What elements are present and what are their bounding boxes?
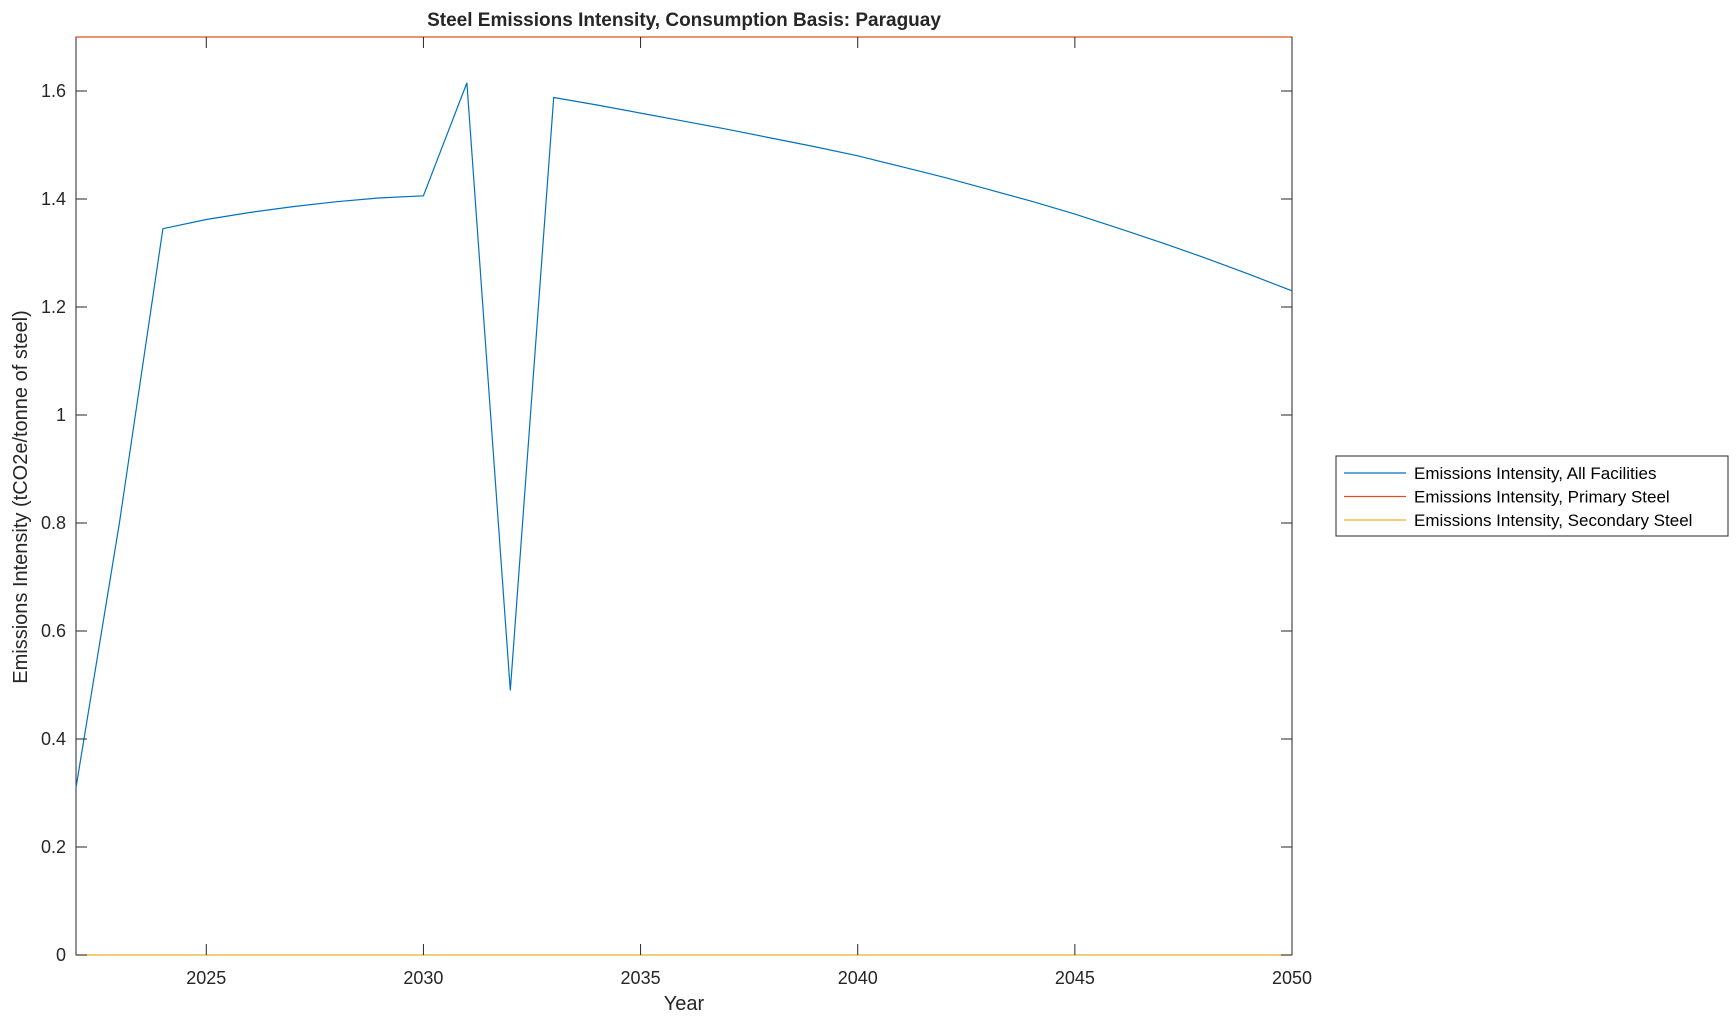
- y-tick-label: 0.2: [41, 837, 66, 857]
- y-tick-label: 0.4: [41, 729, 66, 749]
- legend-label: Emissions Intensity, Primary Steel: [1414, 488, 1670, 507]
- y-tick-label: 1.4: [41, 189, 66, 209]
- x-tick-label: 2040: [838, 968, 878, 988]
- y-tick-label: 1.6: [41, 81, 66, 101]
- x-tick-label: 2025: [186, 968, 226, 988]
- legend-label: Emissions Intensity, All Facilities: [1414, 464, 1656, 483]
- chart-title: Steel Emissions Intensity, Consumption B…: [427, 10, 941, 31]
- x-axis-label: Year: [664, 993, 705, 1015]
- series-line-1: [75, 82, 1293, 788]
- y-tick-label: 0: [56, 945, 66, 965]
- y-axis-label: Emissions Intensity (tCO2e/tonne of stee…: [10, 310, 32, 684]
- x-tick-label: 2050: [1272, 968, 1312, 988]
- y-tick-label: 1: [56, 405, 66, 425]
- y-tick-label: 0.6: [41, 621, 66, 641]
- plot-area: 2025 2030 2035 2040 2045 2050 0 0.2 0.4 0.6 0.8 1 1.…: [41, 36, 1312, 988]
- y-tick-label: 1.2: [41, 297, 66, 317]
- legend-label: Emissions Intensity, Secondary Steel: [1414, 511, 1692, 530]
- legend: Emissions Intensity, All Facilities Emiss…: [1335, 455, 1729, 537]
- y-tick-label: 0.8: [41, 513, 66, 533]
- x-tick-label: 2030: [403, 968, 443, 988]
- x-tick-label: 2045: [1055, 968, 1095, 988]
- x-tick-label: 2035: [621, 968, 661, 988]
